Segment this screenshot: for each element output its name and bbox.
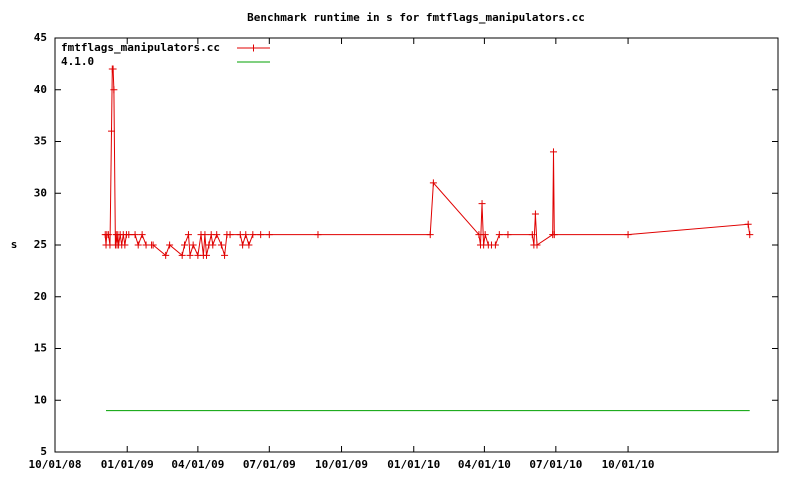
y-tick-label: 30 bbox=[34, 186, 47, 199]
point-marker bbox=[166, 241, 174, 249]
point-marker bbox=[550, 231, 558, 239]
x-tick-label: 01/01/09 bbox=[101, 458, 154, 471]
point-marker bbox=[744, 220, 752, 228]
point-marker bbox=[245, 241, 253, 249]
point-marker bbox=[189, 241, 197, 249]
point-marker bbox=[181, 241, 189, 249]
point-marker bbox=[429, 179, 437, 187]
y-tick-label: 45 bbox=[34, 31, 47, 44]
point-marker bbox=[213, 231, 221, 239]
point-marker bbox=[131, 231, 139, 239]
point-marker bbox=[239, 241, 247, 249]
point-marker bbox=[125, 231, 133, 239]
point-marker bbox=[495, 231, 503, 239]
x-tick-label: 04/01/10 bbox=[458, 458, 511, 471]
chart-title: Benchmark runtime in s for fmtflags_mani… bbox=[247, 11, 585, 24]
x-tick-label: 07/01/10 bbox=[529, 458, 582, 471]
x-tick-label: 07/01/09 bbox=[243, 458, 296, 471]
y-tick-label: 40 bbox=[34, 83, 47, 96]
y-axis-label: s bbox=[11, 238, 18, 251]
point-marker bbox=[138, 231, 146, 239]
y-tick-label: 10 bbox=[34, 393, 47, 406]
point-marker bbox=[201, 231, 209, 239]
point-marker bbox=[257, 231, 265, 239]
point-marker bbox=[265, 231, 273, 239]
legend-label: 4.1.0 bbox=[61, 55, 94, 68]
point-marker bbox=[426, 231, 434, 239]
point-marker bbox=[186, 251, 194, 259]
point-marker bbox=[110, 86, 118, 94]
y-tick-label: 25 bbox=[34, 238, 47, 251]
point-marker bbox=[478, 200, 486, 208]
point-marker bbox=[533, 241, 541, 249]
point-marker bbox=[109, 65, 117, 73]
x-tick-label: 01/01/10 bbox=[387, 458, 440, 471]
point-marker bbox=[491, 241, 499, 249]
x-tick-label: 10/01/10 bbox=[602, 458, 655, 471]
legend-label: fmtflags_manipulators.cc bbox=[61, 41, 220, 54]
y-tick-label: 15 bbox=[34, 342, 47, 355]
x-tick-label: 10/01/08 bbox=[29, 458, 82, 471]
point-marker bbox=[121, 241, 129, 249]
point-marker bbox=[242, 231, 250, 239]
legend-marker bbox=[250, 44, 257, 52]
point-marker bbox=[624, 231, 632, 239]
point-marker bbox=[217, 241, 225, 249]
point-marker bbox=[104, 231, 112, 239]
point-marker bbox=[203, 251, 211, 259]
point-marker bbox=[504, 231, 512, 239]
point-marker bbox=[528, 231, 536, 239]
point-marker bbox=[549, 148, 557, 156]
point-marker bbox=[481, 231, 489, 239]
point-marker bbox=[249, 231, 257, 239]
plot-border bbox=[54, 37, 779, 453]
point-marker bbox=[221, 251, 229, 259]
point-marker bbox=[108, 127, 116, 135]
point-marker bbox=[134, 241, 142, 249]
point-marker bbox=[314, 231, 322, 239]
x-tick-label: 10/01/09 bbox=[315, 458, 368, 471]
y-tick-label: 20 bbox=[34, 290, 47, 303]
y-tick-label: 5 bbox=[40, 445, 47, 458]
point-marker bbox=[746, 231, 754, 239]
point-marker bbox=[475, 231, 483, 239]
x-tick-label: 04/01/09 bbox=[171, 458, 224, 471]
point-marker bbox=[531, 210, 539, 218]
y-tick-label: 35 bbox=[34, 135, 47, 148]
point-marker bbox=[178, 251, 186, 259]
point-marker bbox=[162, 251, 170, 259]
point-marker bbox=[226, 231, 234, 239]
point-marker bbox=[184, 231, 192, 239]
series-line bbox=[104, 68, 751, 258]
point-marker bbox=[209, 241, 217, 249]
point-marker bbox=[149, 241, 157, 249]
